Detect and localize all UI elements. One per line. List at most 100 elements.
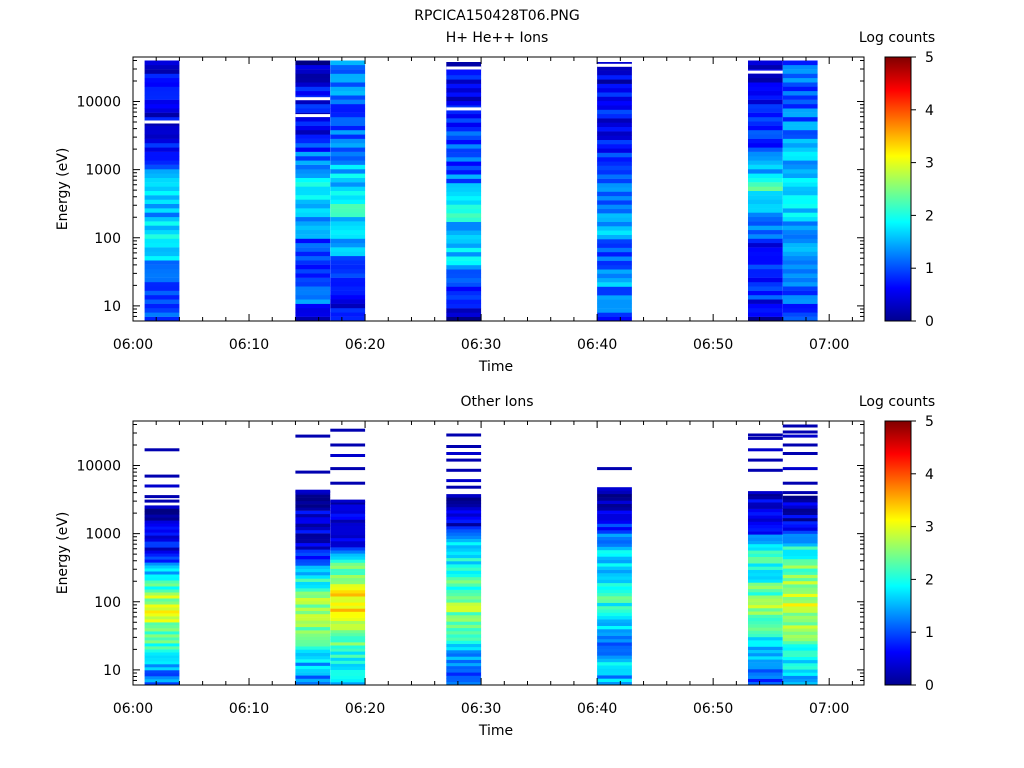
sparse-count-line [783,467,818,470]
heatmap-cell [597,500,632,504]
heatmap-cell [597,547,632,551]
heatmap-cell [748,560,783,564]
heatmap-cell [446,213,481,218]
heatmap-cell [145,230,180,235]
heatmap-cell [330,611,365,614]
heatmap-cell [295,199,330,204]
heatmap-cell [783,147,818,152]
heatmap-cell [597,487,632,491]
heatmap-cell [295,559,330,563]
heatmap-cell [295,256,330,261]
heatmap-cell [446,239,481,244]
heatmap-cell [145,273,180,278]
heatmap-cell [597,524,632,528]
heatmap-cell [597,527,632,531]
panel-2-colorbar: Log counts 0 1 2 3 4 5 [859,394,935,694]
heatmap-cell [295,234,330,239]
heatmap-cell [597,678,632,682]
heatmap-cell [597,274,632,279]
heatmap-cell [145,667,180,670]
heatmap-cell [783,199,818,204]
heatmap-cell [597,675,632,679]
heatmap-cell [446,187,481,192]
heatmap-cell [597,586,632,590]
heatmap-cell [748,522,783,526]
heatmap-cell [597,157,632,162]
heatmap-cell [145,676,180,679]
heatmap-cell [748,234,783,239]
colorbar-tick-label: 0 [925,314,934,330]
heatmap-cell [330,82,365,87]
heatmap-cell [145,199,180,204]
heatmap-cell [783,134,818,139]
heatmap-cell [748,505,783,509]
sparse-count-line [783,491,818,494]
heatmap-cell [748,647,783,651]
heatmap-cell [330,269,365,274]
heatmap-cell [330,139,365,144]
panel-2-colorbar-ticks: 012345 [911,414,934,694]
heatmap-cell [446,599,481,603]
heatmap-cell [295,273,330,278]
heatmap-cell [783,286,818,291]
heatmap-cell [446,580,481,584]
heatmap-cell [748,134,783,139]
heatmap-cell [748,627,783,631]
heatmap-cell [597,304,632,309]
heatmap-cell [748,643,783,647]
heatmap-cell [748,273,783,278]
heatmap-cell [748,191,783,196]
heatmap-cell [783,549,818,553]
heatmap-cell [446,561,481,565]
heatmap-cell [748,147,783,152]
heatmap-cell [145,252,180,257]
sparse-count-line [330,467,365,470]
heatmap-cell [145,178,180,183]
heatmap-cell [783,676,818,680]
heatmap-cell [295,139,330,144]
y-tick-label: 100 [94,231,121,247]
heatmap-cell [446,660,481,664]
heatmap-cell [783,243,818,248]
heatmap-cell [446,243,481,248]
heatmap-cell [145,91,180,96]
heatmap-cell [145,191,180,196]
heatmap-cell [748,152,783,157]
heatmap-cell [783,160,818,165]
data-gap [446,107,481,110]
heatmap-cell [748,650,783,654]
heatmap-cell [748,579,783,583]
heatmap-cell [330,286,365,291]
heatmap-cell [295,295,330,300]
heatmap-cell [597,101,632,106]
heatmap-cell [597,265,632,270]
heatmap-cell [145,304,180,309]
sparse-count-line [446,459,481,462]
heatmap-cell [330,169,365,174]
heatmap-cell [783,644,818,648]
heatmap-cell [783,100,818,105]
heatmap-cell [597,593,632,597]
heatmap-cell [295,517,330,521]
heatmap-cell [783,515,818,519]
heatmap-cell [446,295,481,300]
heatmap-cell [295,624,330,628]
heatmap-cell [783,234,818,239]
heatmap-cell [330,221,365,226]
heatmap-cell [145,173,180,178]
heatmap-cell [330,217,365,222]
heatmap-cell [597,269,632,274]
data-gap [597,64,632,67]
heatmap-cell [446,634,481,638]
heatmap-cell [330,605,365,608]
heatmap-cell [446,75,481,80]
heatmap-cell [748,611,783,615]
heatmap-cell [145,637,180,640]
panel-2-ylabel: Energy (eV) [55,512,71,595]
heatmap-cell [748,544,783,548]
heatmap-cell [330,291,365,296]
heatmap-cell [145,143,180,148]
heatmap-cell [295,69,330,74]
heatmap-cell [295,646,330,650]
sparse-count-line [783,431,818,434]
